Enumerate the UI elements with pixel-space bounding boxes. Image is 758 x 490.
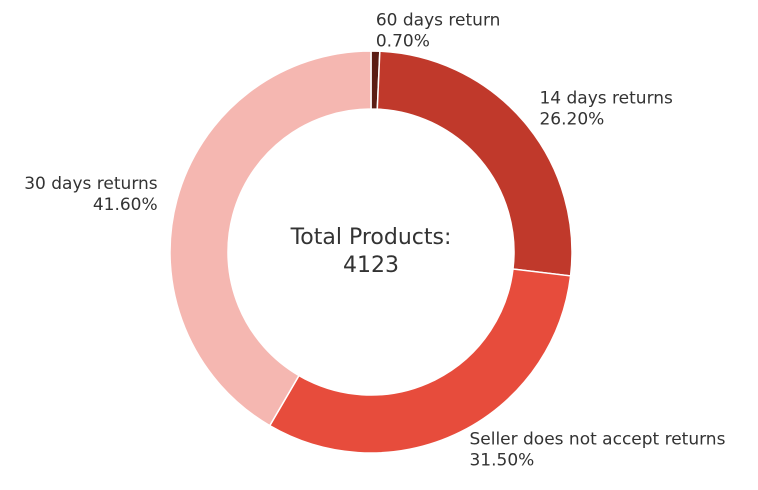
donut-segment — [376, 50, 573, 277]
segment-name: 14 days returns — [539, 89, 673, 109]
segment-label: Seller does not accept returns 31.50% — [469, 429, 725, 470]
segment-label: 30 days returns 41.60% — [24, 174, 158, 215]
segment-percent: 0.70% — [376, 32, 430, 52]
donut-segment — [268, 268, 572, 454]
segment-name: Seller does not accept returns — [469, 429, 725, 449]
segment-label: 14 days returns 26.20% — [539, 89, 673, 130]
segment-name: 60 days return — [376, 11, 501, 31]
segment-percent: 41.60% — [93, 195, 158, 215]
donut-segment — [169, 50, 372, 427]
segment-percent: 31.50% — [469, 450, 534, 470]
segment-name: 30 days returns — [24, 174, 158, 194]
segment-label: 60 days return 0.70% — [376, 11, 501, 52]
segment-percent: 26.20% — [539, 110, 604, 130]
center-label: Total Products: — [290, 225, 452, 250]
center-total: 4123 — [343, 253, 399, 278]
